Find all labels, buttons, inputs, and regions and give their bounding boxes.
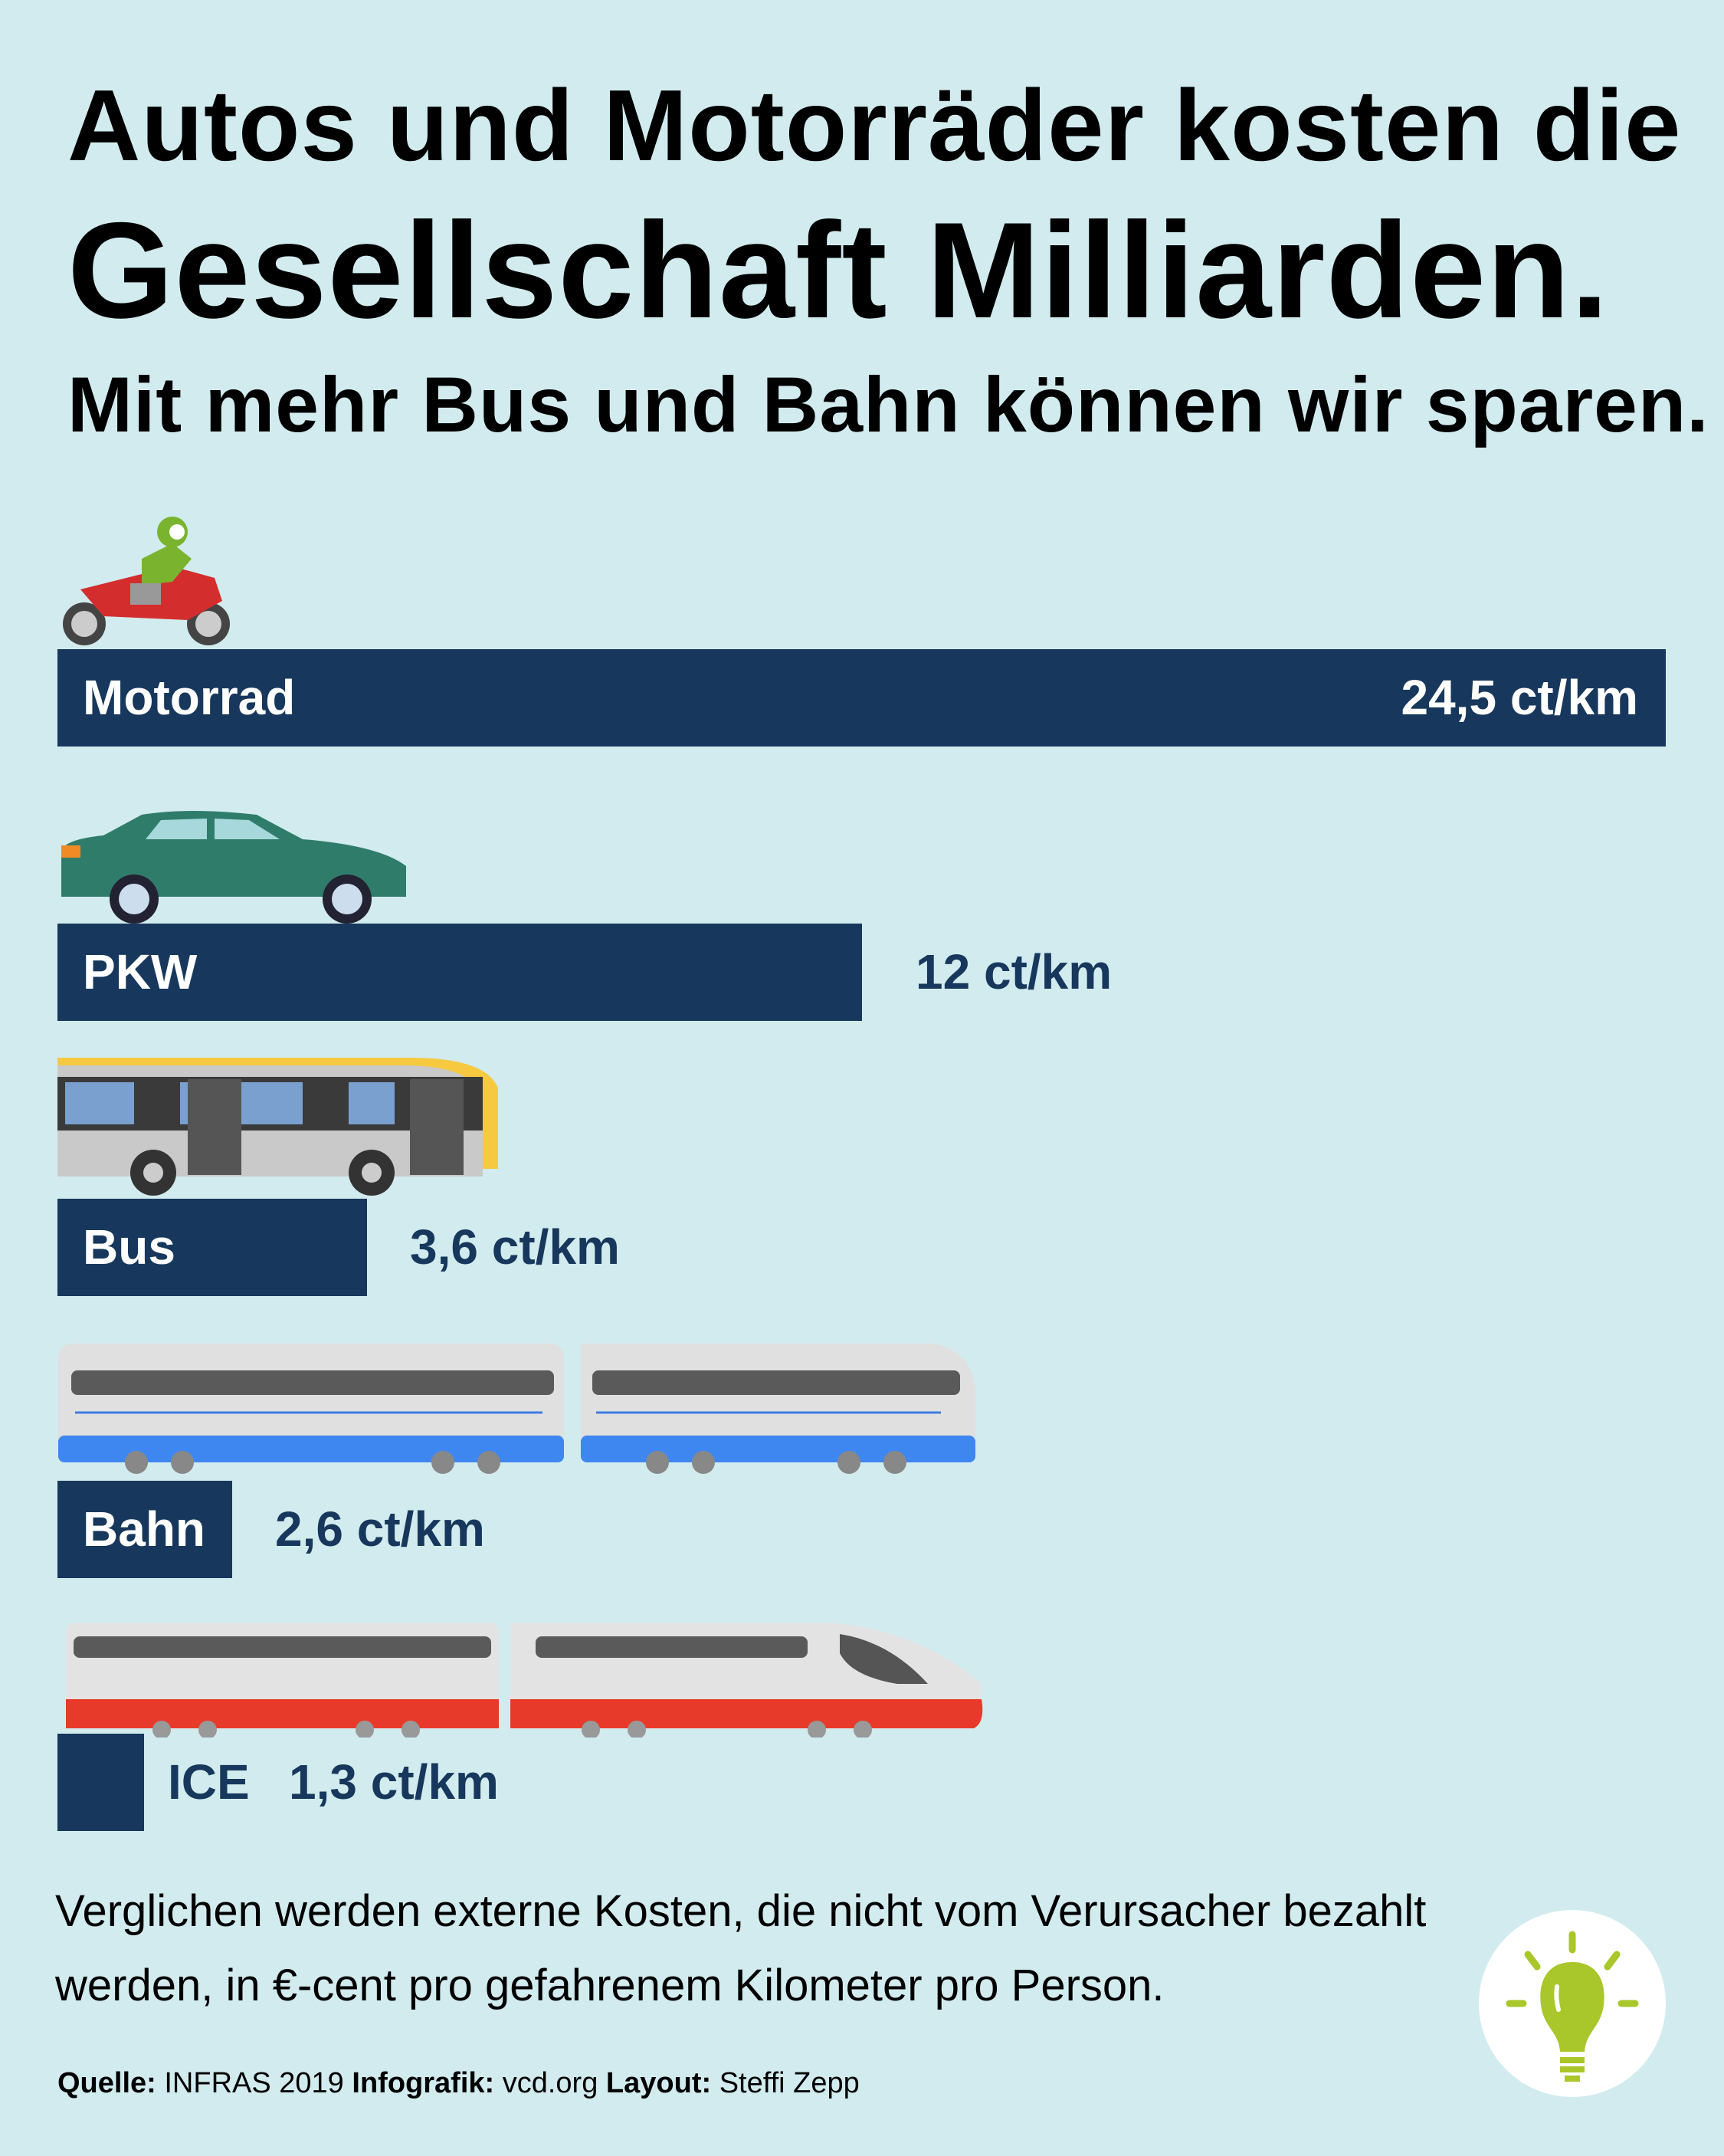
title-line-2: Gesellschaft Milliarden. [67, 194, 1610, 346]
layout-label: Layout: [605, 2067, 712, 2099]
title-line-1: Autos und Motorräder kosten die [67, 69, 1682, 182]
bar-value-ice: 1,3 ct/km [289, 1754, 499, 1810]
bar-label-bus: Bus [83, 1219, 175, 1275]
bar-motorrad [57, 649, 1666, 747]
footnote: Verglichen werden externe Kosten, die ni… [55, 1886, 1427, 2010]
bar-bahn [57, 1481, 232, 1578]
bar-bus [57, 1199, 367, 1296]
graphic: vcd.org [502, 2067, 598, 2099]
lightbulb-icon [1506, 1931, 1639, 2082]
car-icon [61, 811, 406, 924]
bus-icon [57, 1058, 498, 1196]
train-icon [58, 1344, 975, 1474]
bar-label-bahn: Bahn [83, 1501, 205, 1557]
subtitle: Mit mehr Bus und Bahn können wir sparen. [67, 361, 1709, 448]
bar-value-pkw: 12 ct/km [916, 944, 1113, 999]
source: INFRAS 2019 [164, 2067, 344, 2099]
bar-value-bahn: 2,6 ct/km [275, 1501, 485, 1557]
bar-label-pkw: PKW [83, 944, 198, 999]
bar-label-motorrad: Motorrad [83, 670, 296, 725]
lightbulb-badge [1479, 1910, 1666, 2097]
layout: Steffi Zepp [719, 2067, 860, 2099]
bar-pkw [57, 924, 862, 1021]
credits: Quelle: INFRAS 2019 Infografik: vcd.org … [57, 2067, 860, 2100]
bar-ice [57, 1734, 144, 1831]
source-label: Quelle: [57, 2067, 156, 2099]
bar-value-bus: 3,6 ct/km [410, 1219, 620, 1275]
ice-train-icon [66, 1623, 983, 1738]
bar-value-motorrad: 24,5 ct/km [1401, 670, 1638, 725]
bar-label-ice: ICE [168, 1754, 250, 1810]
graphic-label: Infografik: [352, 2067, 495, 2099]
motorcycle-icon [63, 517, 230, 645]
